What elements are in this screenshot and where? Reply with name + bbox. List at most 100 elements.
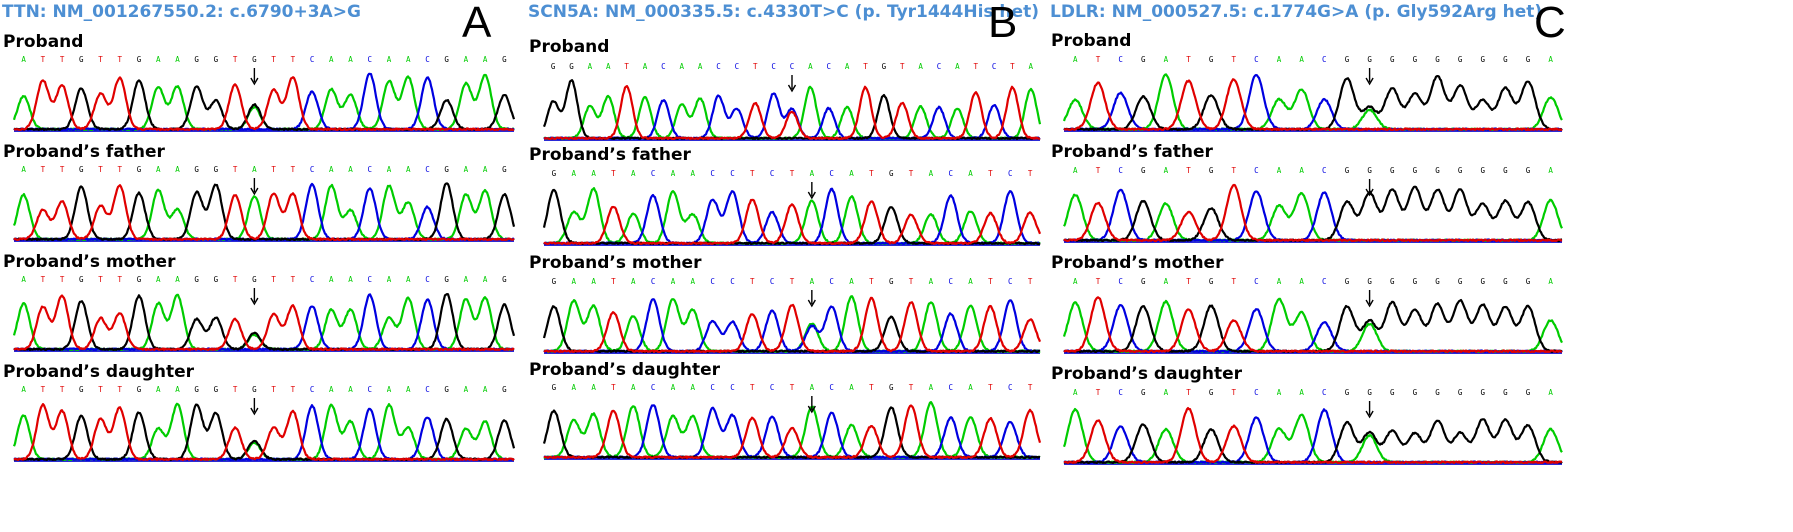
base-call-t: T	[988, 383, 993, 392]
trace-t-channel	[1063, 78, 1563, 132]
base-call-g: G	[444, 165, 449, 174]
base-call-a: A	[631, 383, 636, 392]
base-call-a: A	[1299, 277, 1304, 286]
base-call-g: G	[1367, 388, 1372, 397]
base-call-c: C	[730, 277, 735, 286]
base-call-t: T	[98, 385, 103, 394]
base-call-c: C	[948, 277, 953, 286]
base-call-t: T	[271, 55, 276, 64]
base-call-a: A	[929, 383, 934, 392]
trace-t-channel	[1063, 407, 1563, 465]
panel-c-track-3-label: Proband’s mother	[1051, 253, 1224, 273]
base-call-g: G	[194, 385, 199, 394]
panel-c: LDLR: NM_000527.5: c.1774G>A (p. Gly592A…	[1048, 0, 1588, 532]
base-call-c: C	[651, 169, 656, 178]
base-call-a: A	[483, 275, 488, 284]
base-call-c: C	[425, 55, 430, 64]
base-call-a: A	[1299, 388, 1304, 397]
base-call-t: T	[1232, 166, 1237, 175]
base-call-c: C	[1118, 277, 1123, 286]
base-call-t: T	[611, 383, 616, 392]
base-call-g: G	[1503, 55, 1508, 64]
base-call-c: C	[826, 62, 831, 71]
base-call-c: C	[937, 62, 942, 71]
base-call-t: T	[1096, 388, 1101, 397]
base-call-t: T	[1186, 388, 1191, 397]
trace-t-channel	[543, 85, 1041, 141]
base-call-a: A	[968, 383, 973, 392]
base-call-a: A	[464, 275, 469, 284]
base-call-g: G	[1458, 166, 1463, 175]
base-call-g: G	[1209, 55, 1214, 64]
base-call-a: A	[406, 385, 411, 394]
base-call-c: C	[735, 62, 740, 71]
base-call-a: A	[810, 383, 815, 392]
base-call-g: G	[1345, 166, 1350, 175]
panel-b-track-1-label: Proband	[529, 37, 610, 57]
base-call-a: A	[329, 275, 334, 284]
panel-b-letter: B	[988, 0, 1018, 47]
base-call-a: A	[406, 165, 411, 174]
base-call-a: A	[1073, 277, 1078, 286]
base-call-a: A	[606, 62, 611, 71]
base-call-g: G	[214, 275, 219, 284]
base-call-t: T	[790, 383, 795, 392]
base-call-t: T	[118, 55, 123, 64]
trace-g-channel	[13, 293, 516, 352]
base-call-a: A	[849, 169, 854, 178]
trace-t-channel	[543, 198, 1042, 246]
base-call-t: T	[291, 55, 296, 64]
base-call-a: A	[849, 277, 854, 286]
base-call-a: A	[348, 55, 353, 64]
trace-g-channel	[13, 403, 516, 462]
base-call-a: A	[406, 55, 411, 64]
base-call-a: A	[1277, 388, 1282, 397]
base-call-g: G	[137, 275, 142, 284]
panel-c-letter: C	[1534, 0, 1566, 47]
trace-t-channel	[1063, 183, 1563, 243]
base-call-c: C	[829, 383, 834, 392]
base-call-t: T	[790, 169, 795, 178]
base-call-g: G	[1390, 388, 1395, 397]
base-call-a: A	[1277, 166, 1282, 175]
base-call-c: C	[310, 385, 315, 394]
base-call-g: G	[1367, 166, 1372, 175]
base-call-t: T	[1028, 277, 1033, 286]
base-call-c: C	[1322, 277, 1327, 286]
base-call-c: C	[1118, 388, 1123, 397]
base-call-g: G	[1481, 388, 1486, 397]
base-call-a: A	[1277, 55, 1282, 64]
base-call-t: T	[909, 383, 914, 392]
base-call-a: A	[968, 277, 973, 286]
base-call-a: A	[845, 62, 850, 71]
base-call-a: A	[464, 165, 469, 174]
base-call-g: G	[1209, 277, 1214, 286]
base-call-a: A	[591, 277, 596, 286]
panel-b-track-2-label: Proband’s father	[529, 145, 691, 165]
base-call-t: T	[60, 385, 65, 394]
base-call-g: G	[1141, 55, 1146, 64]
base-call-t: T	[1186, 55, 1191, 64]
base-call-t: T	[98, 165, 103, 174]
panel-b-track-3-label: Proband’s mother	[529, 253, 702, 273]
base-call-c: C	[790, 62, 795, 71]
base-call-g: G	[1413, 55, 1418, 64]
base-call-t: T	[118, 275, 123, 284]
base-call-c: C	[948, 169, 953, 178]
base-call-t: T	[1186, 166, 1191, 175]
base-call-c: C	[651, 277, 656, 286]
base-call-t: T	[60, 165, 65, 174]
base-call-a: A	[808, 62, 813, 71]
base-call-a: A	[968, 169, 973, 178]
base-call-g: G	[1141, 166, 1146, 175]
panel-a-letter: A	[462, 0, 492, 47]
base-call-a: A	[691, 169, 696, 178]
base-call-g: G	[1481, 166, 1486, 175]
base-call-c: C	[730, 383, 735, 392]
trace-g-channel	[542, 79, 1041, 141]
base-call-t: T	[60, 275, 65, 284]
base-call-a: A	[572, 277, 577, 286]
base-call-a: A	[1548, 388, 1553, 397]
base-call-g: G	[502, 55, 507, 64]
base-call-t: T	[869, 277, 874, 286]
